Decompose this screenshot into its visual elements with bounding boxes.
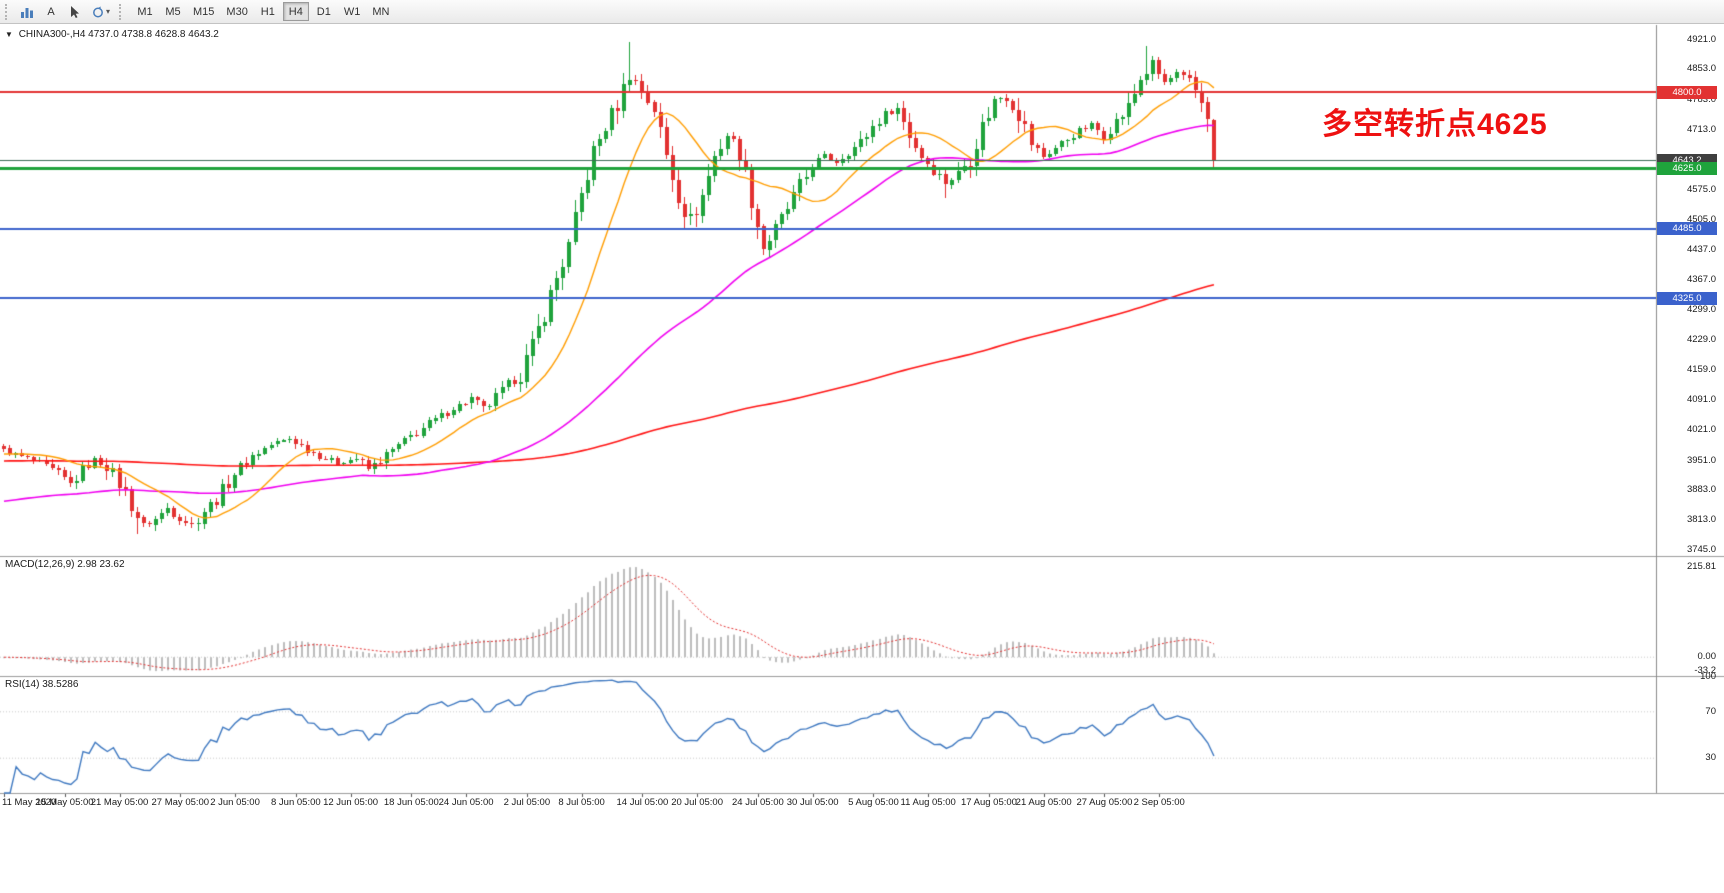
timeframe-button-h1[interactable]: H1 — [255, 2, 281, 21]
price-axis-label: 3745.0 — [1686, 543, 1716, 555]
timeframe-button-m30[interactable]: M30 — [221, 2, 252, 21]
price-axis-label: 4021.0 — [1686, 424, 1716, 436]
macd-scale-label: 0.00 — [1697, 651, 1717, 663]
time-axis-label: 11 May 2020 — [2, 797, 57, 808]
price-axis-label: 4575.0 — [1686, 183, 1716, 195]
time-axis-label: 2 Sep 05:00 — [1133, 797, 1185, 808]
cycle-icon — [93, 5, 103, 17]
symbol-ohlc-line: ▼ CHINA300-,H4 4737.0 4738.8 4628.8 4643… — [5, 29, 219, 40]
dropdown-caret-icon: ▾ — [106, 7, 111, 16]
time-axis-label: 8 Jul 05:00 — [558, 797, 605, 808]
time-axis-label: 14 Jul 05:00 — [616, 797, 669, 808]
price-line-badge: 4625.0 — [1657, 162, 1717, 175]
time-axis-label: 30 Jul 05:00 — [786, 797, 839, 808]
time-axis-label: 24 Jun 05:00 — [438, 797, 494, 808]
rsi-scale-label: 30 — [1705, 752, 1716, 764]
price-axis-label: 4159.0 — [1686, 364, 1716, 376]
timeframe-button-d1[interactable]: D1 — [311, 2, 337, 21]
price-line-badge: 4800.0 — [1657, 86, 1717, 99]
time-axis-label: 2 Jun 05:00 — [210, 797, 260, 808]
time-axis-label: 20 Jul 05:00 — [671, 797, 723, 808]
symbol-dropdown-arrow-icon[interactable]: ▼ — [5, 30, 13, 39]
price-line-badge: 4485.0 — [1657, 222, 1717, 235]
cursor-icon — [71, 5, 79, 18]
price-axis-label: 4921.0 — [1686, 33, 1716, 45]
price-line-badge: 4325.0 — [1657, 292, 1717, 305]
macd-indicator-label: MACD(12,26,9) 2.98 23.62 — [5, 559, 125, 570]
price-axis-label: 3883.0 — [1686, 484, 1716, 496]
timeframes-drag-handle[interactable] — [119, 3, 124, 20]
macd-scale-label: -33.2 — [1694, 665, 1716, 677]
price-axis-label: 4853.0 — [1686, 63, 1716, 75]
price-axis-label: 4437.0 — [1686, 243, 1716, 255]
rsi-panel[interactable] — [0, 677, 1656, 793]
time-axis-label: 21 Aug 05:00 — [1015, 797, 1072, 808]
time-axis-label: 12 Jun 05:00 — [323, 797, 379, 808]
price-axis-label: 4505.0 — [1686, 214, 1716, 226]
price-axis-label: 4091.0 — [1686, 393, 1716, 405]
price-axis-label: 3951.0 — [1686, 454, 1716, 466]
timeframe-button-w1[interactable]: W1 — [339, 2, 366, 21]
time-axis-label: 2 Jul 05:00 — [503, 797, 551, 808]
timeframe-button-mn[interactable]: MN — [367, 2, 394, 21]
objects-dropdown-button[interactable]: ▾ — [87, 2, 114, 22]
price-axis-label: 4713.0 — [1686, 123, 1716, 135]
time-axis-label: 8 Jun 05:00 — [271, 797, 321, 808]
cursor-tool-button[interactable] — [63, 2, 87, 22]
bar-chart-icon — [21, 7, 33, 18]
price-axis-label: 4299.0 — [1686, 303, 1716, 315]
symbol-ohlc-text: CHINA300-,H4 4737.0 4738.8 4628.8 4643.2 — [18, 29, 219, 40]
rsi-scale-label: 100 — [1700, 671, 1716, 682]
time-axis-label: 21 May 05:00 — [90, 797, 149, 808]
price-axis-label: 3813.0 — [1686, 514, 1716, 526]
rsi-indicator-label: RSI(14) 38.5286 — [5, 679, 79, 690]
time-axis-label: 24 Jul 05:00 — [732, 797, 784, 808]
price-axis-label: 4783.0 — [1686, 93, 1716, 105]
rsi-scale-label: 70 — [1705, 705, 1716, 717]
price-axis-label: 4229.0 — [1686, 333, 1716, 345]
timeframe-button-m15[interactable]: M15 — [188, 2, 219, 21]
timeframe-button-h4[interactable]: H4 — [282, 2, 309, 21]
toolbar: A ▾ M1 M5 M15 M30 H1 H4 D1 W1 MN — [0, 0, 1724, 24]
price-axis-label: 4367.0 — [1686, 274, 1716, 286]
chart-annotation-text[interactable]: 多空转折点4625 — [1322, 108, 1548, 141]
macd-panel[interactable] — [0, 557, 1656, 676]
time-axis-label: 27 May 05:00 — [151, 797, 210, 808]
timeframe-button-m5[interactable]: M5 — [160, 2, 186, 21]
time-axis-label: 27 Aug 05:00 — [1076, 797, 1133, 808]
chart-bars-button[interactable] — [15, 2, 39, 22]
time-axis-label: 11 Aug 05:00 — [900, 797, 956, 808]
time-axis-label: 18 Jun 05:00 — [383, 797, 439, 808]
macd-scale-label: 215.81 — [1686, 561, 1716, 573]
timeframe-button-m1[interactable]: M1 — [132, 2, 158, 21]
timeframe-toolbar: M1 M5 M15 M30 H1 H4 D1 W1 MN — [131, 2, 395, 21]
time-axis-label: 5 Aug 05:00 — [848, 797, 899, 808]
text-tool-label: A — [47, 5, 55, 18]
time-axis-label: 15 May 05:00 — [36, 797, 94, 808]
time-axis-label: 17 Aug 05:00 — [960, 797, 1017, 808]
text-tool-button[interactable]: A — [39, 2, 63, 22]
toolbar-drag-handle[interactable] — [5, 3, 10, 20]
